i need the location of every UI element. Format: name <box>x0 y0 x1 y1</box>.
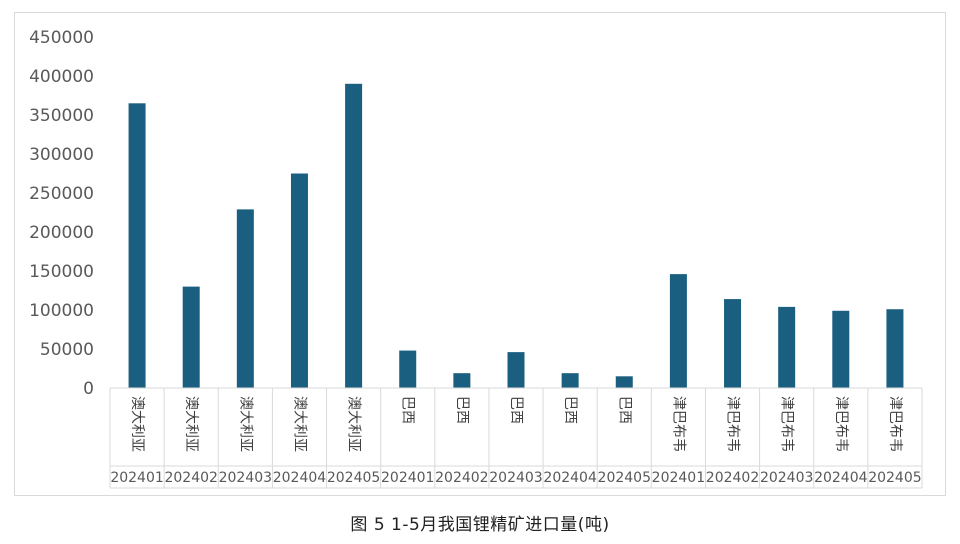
y-tick-label: 0 <box>83 379 94 399</box>
x-category-month-label: 202402 <box>706 470 759 486</box>
chart-frame <box>14 12 946 496</box>
x-category-month-label: 202401 <box>652 470 705 486</box>
y-tick-label: 100000 <box>29 301 94 321</box>
figure-caption: 图 5 1-5月我国锂精矿进口量(吨) <box>350 515 610 535</box>
x-category-month-label: 202405 <box>327 470 380 486</box>
x-category-month-label: 202403 <box>489 470 542 486</box>
x-category-country-label: 津巴布韦 <box>779 396 795 452</box>
x-category-country-label: 津巴布韦 <box>833 396 849 452</box>
x-category-country-label: 津巴布韦 <box>887 396 903 452</box>
bars <box>128 83 904 389</box>
bar <box>561 373 579 388</box>
x-category-month-label: 202403 <box>760 470 813 486</box>
x-category-country-label: 津巴布韦 <box>670 396 686 452</box>
x-category-country-label: 澳大利亚 <box>291 396 307 452</box>
bar <box>128 103 146 389</box>
x-category-country-label: 巴西 <box>508 396 524 424</box>
bar <box>886 309 904 388</box>
bar <box>182 286 200 388</box>
y-tick-label: 300000 <box>29 145 94 165</box>
x-category-country-label: 澳大利亚 <box>346 396 362 452</box>
x-category-country-label: 澳大利亚 <box>129 396 145 452</box>
x-category-month-label: 202401 <box>110 470 163 486</box>
bar <box>778 306 796 388</box>
x-category-country-label: 巴西 <box>562 396 578 424</box>
x-category-country-label: 巴西 <box>400 396 416 424</box>
y-tick-label: 50000 <box>40 340 94 360</box>
x-category-month-label: 202405 <box>868 470 921 486</box>
x-category-month-label: 202405 <box>598 470 651 486</box>
bar <box>236 209 254 388</box>
bar <box>669 274 687 388</box>
y-tick-label: 350000 <box>29 106 94 126</box>
bar <box>615 376 633 388</box>
bar <box>345 83 363 389</box>
y-tick-label: 250000 <box>29 184 94 204</box>
x-category-country-label: 澳大利亚 <box>237 396 253 452</box>
x-category-month-label: 202404 <box>814 470 868 486</box>
x-category-month-label: 202401 <box>381 470 434 486</box>
y-tick-label: 150000 <box>29 262 94 282</box>
y-axis-tick-labels: 0 50000 100000 150000 200000 250000 300000 3500… <box>29 28 94 399</box>
x-category-month-label: 202402 <box>435 470 488 486</box>
x-category-country-label: 巴西 <box>616 396 632 424</box>
x-category-country-label: 澳大利亚 <box>183 396 199 452</box>
x-category-month-label: 202404 <box>273 470 327 486</box>
y-tick-label: 450000 <box>29 28 94 48</box>
y-tick-label: 400000 <box>29 67 94 87</box>
bar <box>453 373 471 388</box>
bar <box>399 350 417 388</box>
x-axis-category-labels: 澳大利亚 202401 澳大利亚 202402 澳大利亚 202403 澳大利亚 202404… <box>110 396 921 486</box>
x-category-month-label: 202403 <box>219 470 272 486</box>
axis-lines <box>109 387 923 489</box>
bar <box>507 352 525 388</box>
x-category-country-label: 津巴布韦 <box>725 396 741 452</box>
y-tick-label: 200000 <box>29 223 94 243</box>
x-category-country-label: 巴西 <box>454 396 470 424</box>
x-category-month-label: 202404 <box>543 470 597 486</box>
bar <box>290 173 308 388</box>
x-category-month-label: 202402 <box>164 470 217 486</box>
bar <box>724 299 742 388</box>
bar <box>832 310 850 388</box>
